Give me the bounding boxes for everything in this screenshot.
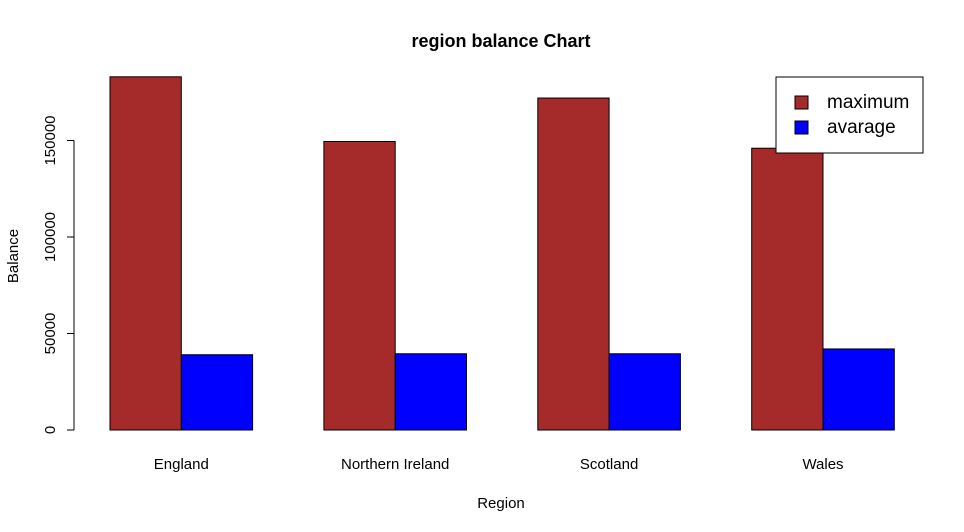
y-tick-label: 100000 — [42, 212, 59, 262]
bar-avarage-scotland — [608, 353, 681, 431]
bar-avarage-england — [180, 354, 254, 431]
y-axis-label: Balance — [5, 229, 22, 283]
legend: maximum avarage — [775, 76, 924, 154]
x-tick-label: Wales — [802, 456, 843, 473]
bar-maximum-wales — [751, 147, 824, 431]
bar-avarage-northern-ireland — [394, 353, 468, 431]
bar-maximum-northern-ireland — [323, 140, 396, 431]
y-tick-label: 0 — [42, 426, 59, 434]
x-tick-label: Northern Ireland — [341, 456, 449, 473]
x-tick-labels: England Northern Ireland Scotland Wales — [154, 456, 844, 473]
x-tick-label: England — [154, 456, 209, 473]
legend-label-avarage: avarage — [827, 117, 896, 138]
x-axis-label: Region — [477, 495, 525, 512]
bar-maximum-england — [109, 76, 182, 431]
legend-box — [775, 76, 924, 154]
legend-swatch-maximum — [794, 95, 809, 110]
bar-maximum-scotland — [537, 97, 610, 431]
bars-group — [109, 76, 895, 431]
y-tick-label: 150000 — [42, 115, 59, 165]
chart-title: region balance Chart — [411, 31, 590, 51]
bar-avarage-wales — [822, 348, 895, 431]
x-tick-label: Scotland — [580, 456, 638, 473]
legend-label-maximum: maximum — [827, 92, 909, 113]
legend-swatch-avarage — [794, 120, 809, 135]
y-axis: 0 50000 100000 150000 — [42, 115, 75, 434]
y-tick-label: 50000 — [42, 313, 59, 355]
